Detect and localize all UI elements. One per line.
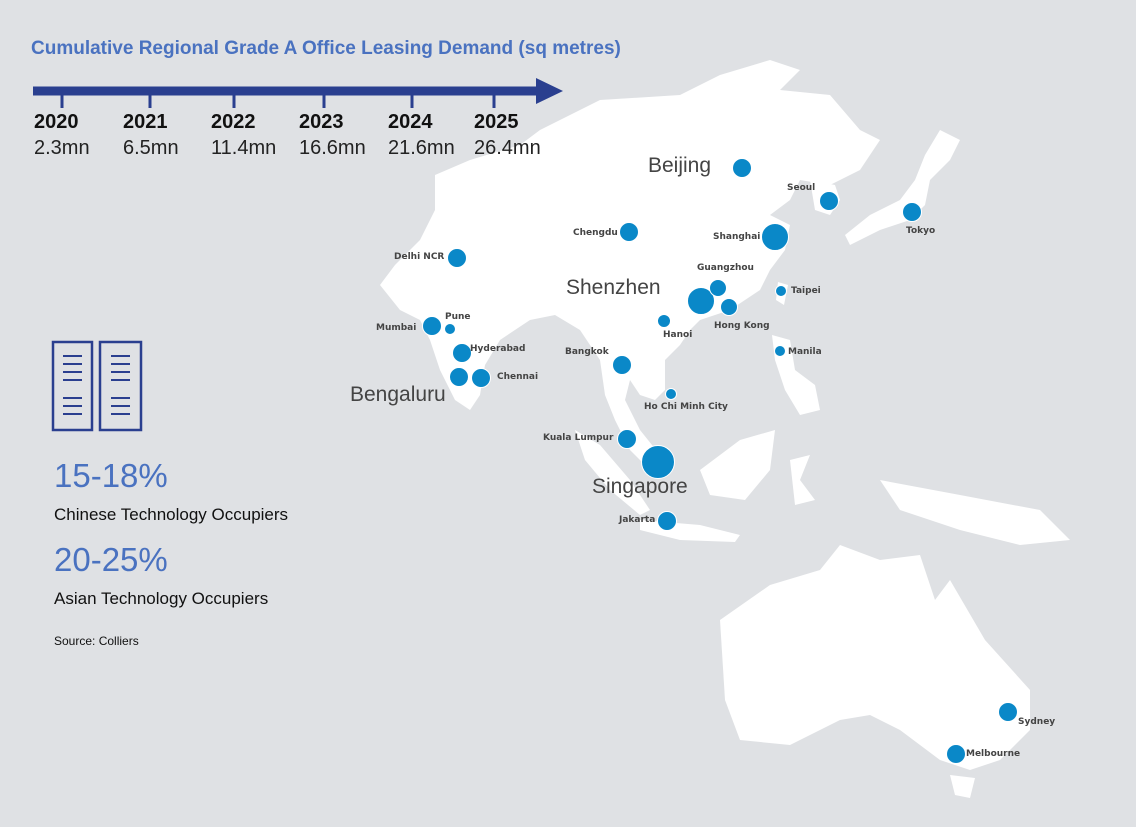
city-label: Sydney: [1018, 717, 1056, 727]
city-bubble: [665, 388, 677, 400]
city-bubble: [720, 298, 738, 316]
city-label: Jakarta: [619, 515, 656, 525]
city-label: Manila: [788, 347, 822, 357]
city-label: Seoul: [787, 183, 816, 193]
timeline-year: 2020: [34, 111, 79, 133]
city-bubble: [732, 158, 752, 178]
timeline-arrowhead: [536, 78, 563, 104]
city-label: Beijing: [648, 154, 712, 177]
timeline-value: 16.6mn: [299, 137, 366, 159]
city-bubble: [471, 368, 491, 388]
city-label: Guangzhou: [697, 263, 754, 273]
city-bubble: [617, 429, 637, 449]
city-label: Ho Chi Minh City: [644, 402, 728, 412]
timeline-year: 2021: [123, 111, 168, 133]
city-label: Hyderabad: [470, 344, 526, 354]
borneo: [700, 430, 775, 500]
city-label: Mumbai: [376, 323, 417, 333]
timeline-value: 21.6mn: [388, 137, 455, 159]
sumatra: [575, 430, 650, 515]
city-label: Hong Kong: [714, 321, 770, 331]
timeline-value: 11.4mn: [211, 137, 277, 159]
city-bubble: [998, 702, 1018, 722]
city-label: Shanghai: [713, 232, 761, 242]
stat-label: Chinese Technology Occupiers: [54, 505, 289, 524]
sulawesi: [790, 455, 815, 505]
office-buildings-icon: [51, 340, 143, 432]
timeline-value: 2.3mn: [34, 137, 90, 159]
city-bubble: [452, 343, 472, 363]
source-note: Source: Colliers: [54, 634, 139, 648]
city-bubble: [709, 279, 727, 297]
chart-title: Cumulative Regional Grade A Office Leasi…: [31, 38, 621, 59]
stat-value: 20-25%: [54, 541, 168, 578]
city-label: Bangkok: [565, 347, 609, 357]
city-label: Tokyo: [906, 226, 936, 236]
city-bubble: [902, 202, 922, 222]
city-bubble: [761, 223, 789, 251]
city-bubble: [444, 323, 456, 335]
city-bubble: [657, 314, 671, 328]
city-bubble: [422, 316, 442, 336]
city-label: Pune: [445, 312, 471, 322]
city-label: Melbourne: [966, 749, 1021, 759]
city-bubble: [657, 511, 677, 531]
city-bubble: [641, 445, 675, 479]
timeline-year: 2022: [211, 111, 256, 133]
city-bubble: [775, 285, 787, 297]
city-label: Chennai: [497, 372, 539, 382]
city-bubble: [946, 744, 966, 764]
timeline-year: 2025: [474, 111, 519, 133]
city-bubble: [449, 367, 469, 387]
timeline-year: 2023: [299, 111, 344, 133]
city-bubble: [774, 345, 786, 357]
timeline-ticks: [60, 91, 496, 108]
stat-label: Asian Technology Occupiers: [54, 589, 269, 608]
city-label: Taipei: [791, 286, 821, 296]
city-label: Hanoi: [663, 330, 693, 340]
city-label: Kuala Lumpur: [543, 433, 614, 443]
australia: [720, 545, 1030, 770]
japan: [845, 130, 960, 245]
city-label: Singapore: [592, 475, 688, 498]
stat-value: 15-18%: [54, 457, 168, 494]
timeline-value: 26.4mn: [474, 137, 541, 159]
city-label: Delhi NCR: [394, 252, 445, 262]
city-label: Bengaluru: [350, 383, 446, 406]
city-bubble: [819, 191, 839, 211]
asia-landmass: [380, 60, 880, 470]
city-label: Shenzhen: [566, 276, 661, 299]
new-guinea: [880, 480, 1070, 545]
timeline-value: 6.5mn: [123, 137, 179, 159]
city-bubble: [687, 287, 715, 315]
tasmania: [950, 775, 975, 798]
city-bubble: [612, 355, 632, 375]
city-bubble: [447, 248, 467, 268]
city-label: Chengdu: [573, 228, 618, 238]
timeline-year: 2024: [388, 111, 433, 133]
city-bubble: [619, 222, 639, 242]
